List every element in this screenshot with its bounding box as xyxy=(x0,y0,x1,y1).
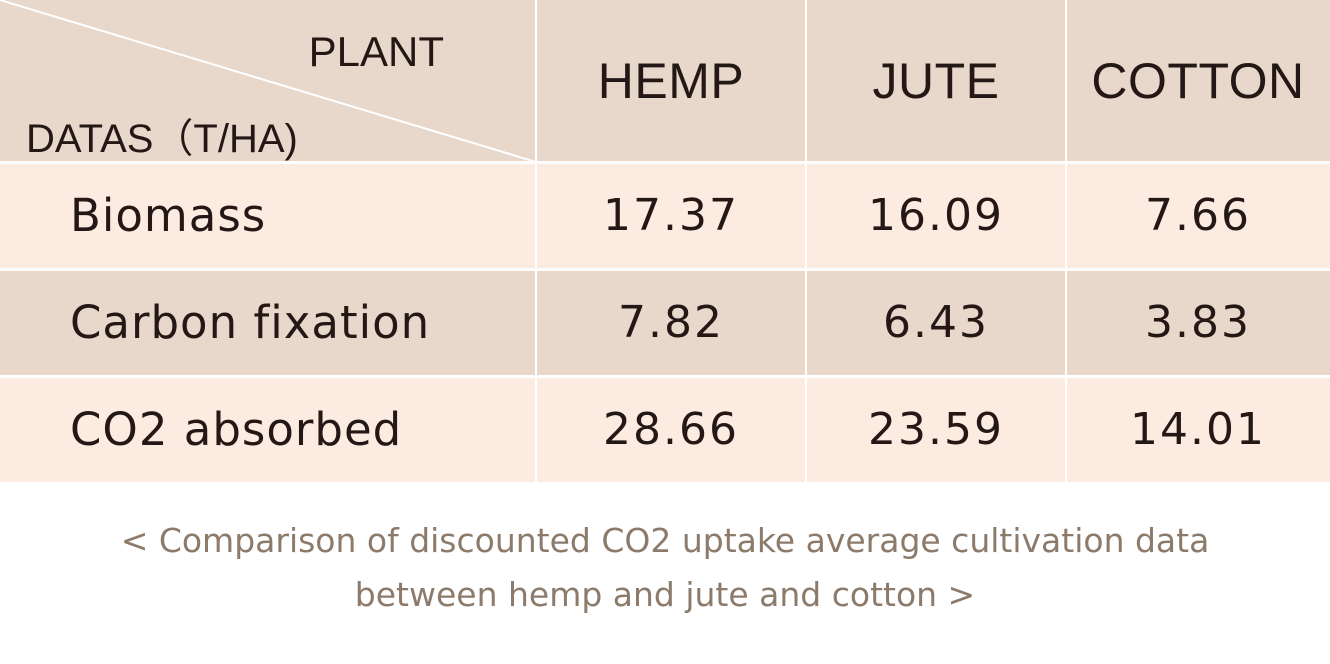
caption-line-1: < Comparison of discounted CO2 uptake av… xyxy=(120,521,1210,560)
column-header-jute: JUTE xyxy=(806,0,1066,162)
cell-carbon-fixation-hemp: 7.82 xyxy=(536,269,806,376)
cell-biomass-cotton: 7.66 xyxy=(1066,162,1330,269)
row-divider xyxy=(0,375,1330,378)
corner-header: PLANT DATAS（T/HA) xyxy=(0,0,536,162)
cell-carbon-fixation-jute: 6.43 xyxy=(806,269,1066,376)
row-label-carbon-fixation: Carbon fixation xyxy=(0,269,536,376)
cell-co2-absorbed-hemp: 28.66 xyxy=(536,376,806,482)
row-label-biomass: Biomass xyxy=(0,162,536,269)
corner-row-label: DATAS（T/HA) xyxy=(26,117,298,161)
column-header-hemp: HEMP xyxy=(536,0,806,162)
cell-co2-absorbed-jute: 23.59 xyxy=(806,376,1066,482)
cell-biomass-jute: 16.09 xyxy=(806,162,1066,269)
row-divider xyxy=(0,161,1330,164)
cell-co2-absorbed-cotton: 14.01 xyxy=(1066,376,1330,482)
cell-carbon-fixation-cotton: 3.83 xyxy=(1066,269,1330,376)
cell-biomass-hemp: 17.37 xyxy=(536,162,806,269)
row-divider xyxy=(0,268,1330,271)
data-table: PLANT DATAS（T/HA) HEMP JUTE COTTON Bioma… xyxy=(0,0,1330,482)
diagonal-divider xyxy=(0,0,536,162)
caption-line-2: between hemp and jute and cotton > xyxy=(354,575,976,614)
column-divider xyxy=(805,0,807,482)
column-header-cotton: COTTON xyxy=(1066,0,1330,162)
column-divider xyxy=(535,0,537,482)
row-label-co2-absorbed: CO2 absorbed xyxy=(0,376,536,482)
column-divider xyxy=(1065,0,1067,482)
table-caption: < Comparison of discounted CO2 uptake av… xyxy=(0,514,1330,622)
corner-column-label: PLANT xyxy=(308,28,444,75)
